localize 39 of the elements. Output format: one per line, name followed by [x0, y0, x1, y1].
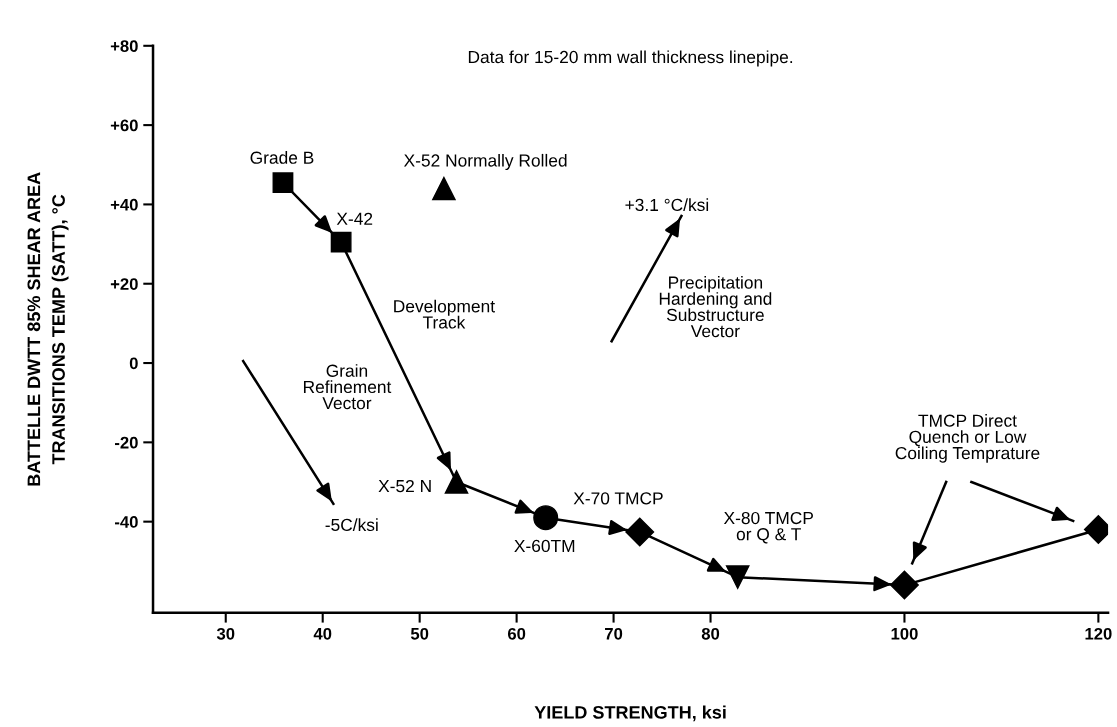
x-axis-title: YIELD STRENGTH, ksi	[534, 705, 726, 722]
annotation: Grain Refinement Vector	[303, 364, 392, 410]
y-tick-label: +40	[110, 198, 138, 211]
annotation: X-52 Normally Rolled	[403, 153, 567, 171]
x-tick-label: 60	[507, 627, 526, 640]
point	[432, 176, 456, 201]
point	[444, 470, 469, 494]
point	[272, 172, 294, 194]
y-tick-label: +20	[110, 278, 138, 290]
y-axis-title: BATTELLE DWTT 85% SHEAR AREA TRANSITIONS TEMP (SATT), °C	[27, 172, 69, 486]
x-tick-label: 100	[891, 627, 918, 640]
annotation: Precipitation Hardening and Substructure Vector	[659, 275, 772, 338]
point	[533, 505, 559, 531]
y-tick-label: -40	[115, 516, 138, 528]
annotation: X-52 N	[378, 479, 431, 493]
annotation: X-70 TMCP	[573, 492, 663, 505]
annotation: X-42	[336, 212, 373, 225]
y-tick-label: +60	[110, 119, 138, 132]
point	[890, 570, 919, 600]
point	[330, 231, 352, 253]
annotation: Development Track	[394, 299, 495, 329]
y-tick-label: +80	[110, 40, 138, 52]
annotation: Grade B	[250, 151, 314, 164]
annotation: TMCP Direct Quench or Low Coiling Temprature	[895, 414, 1040, 463]
x-tick-label: 30	[216, 627, 235, 640]
point	[725, 565, 750, 589]
x-tick-label: 40	[313, 627, 332, 640]
annotation: X-80 TMCP or Q & T	[723, 511, 813, 544]
y-tick-label: 0	[129, 357, 138, 370]
y-tick-label: -20	[115, 436, 138, 449]
point	[625, 517, 655, 547]
annotation: +3.1 °C/ksi	[625, 198, 709, 212]
x-tick-label: 70	[605, 627, 623, 640]
chart-title: Data for 15-20 mm wall thickness linepipe.	[468, 50, 793, 67]
x-tick-label: 80	[701, 627, 720, 640]
annotation: X-60TM	[514, 539, 575, 553]
x-tick-label: 120	[1085, 627, 1112, 640]
x-tick-label: 50	[410, 627, 429, 640]
annotation: -5C/ksi	[325, 518, 378, 532]
